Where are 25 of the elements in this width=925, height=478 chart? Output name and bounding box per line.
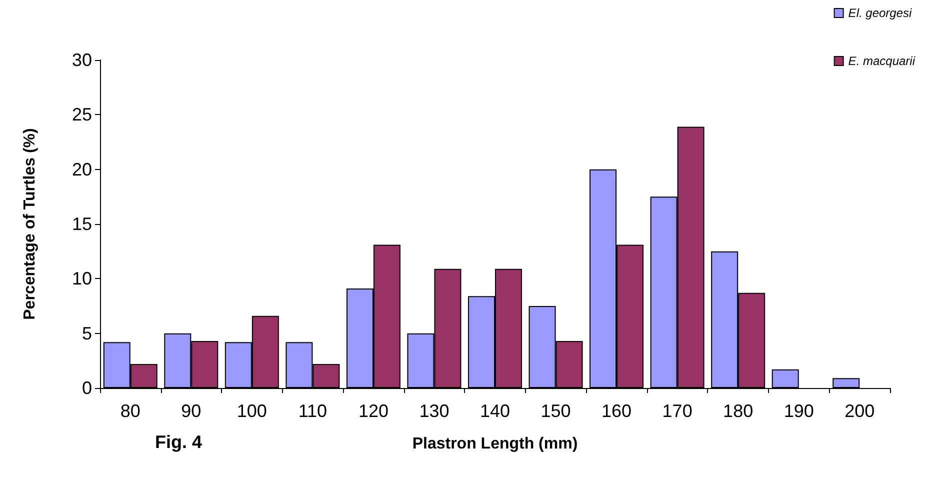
x-tick-label: 190 [784, 401, 814, 421]
x-tick-label: 170 [662, 401, 692, 421]
x-tick-label: 120 [358, 401, 388, 421]
y-tick-label: 25 [72, 104, 92, 125]
x-tick-label: 180 [723, 401, 754, 421]
x-tick-label: 130 [419, 401, 450, 421]
y-tick-label: 15 [72, 214, 92, 234]
y-tick-label: 0 [82, 378, 92, 398]
legend-label: El. georgesi [848, 6, 912, 20]
y-tick-label: 30 [72, 50, 92, 70]
y-axis-title: Percentage of Turtles (%) [22, 128, 38, 320]
caption: Fig. 4 [155, 432, 202, 452]
x-tick-label: 160 [602, 401, 632, 421]
x-tick-label: 100 [236, 401, 267, 421]
y-tick-label: 10 [72, 268, 92, 289]
x-tick-label: 200 [844, 401, 875, 421]
y-tick-label: 5 [82, 323, 92, 344]
legend-label: E. macquarii [848, 54, 916, 68]
x-axis-title: Plastron Length (mm) [412, 436, 578, 452]
x-tick-label: 90 [181, 401, 202, 421]
x-tick-label: 80 [120, 401, 140, 421]
y-tick-label: 20 [72, 159, 92, 180]
x-tick-label: 140 [480, 401, 510, 421]
x-tick-label: 150 [540, 401, 571, 421]
x-tick-label: 110 [298, 401, 328, 421]
